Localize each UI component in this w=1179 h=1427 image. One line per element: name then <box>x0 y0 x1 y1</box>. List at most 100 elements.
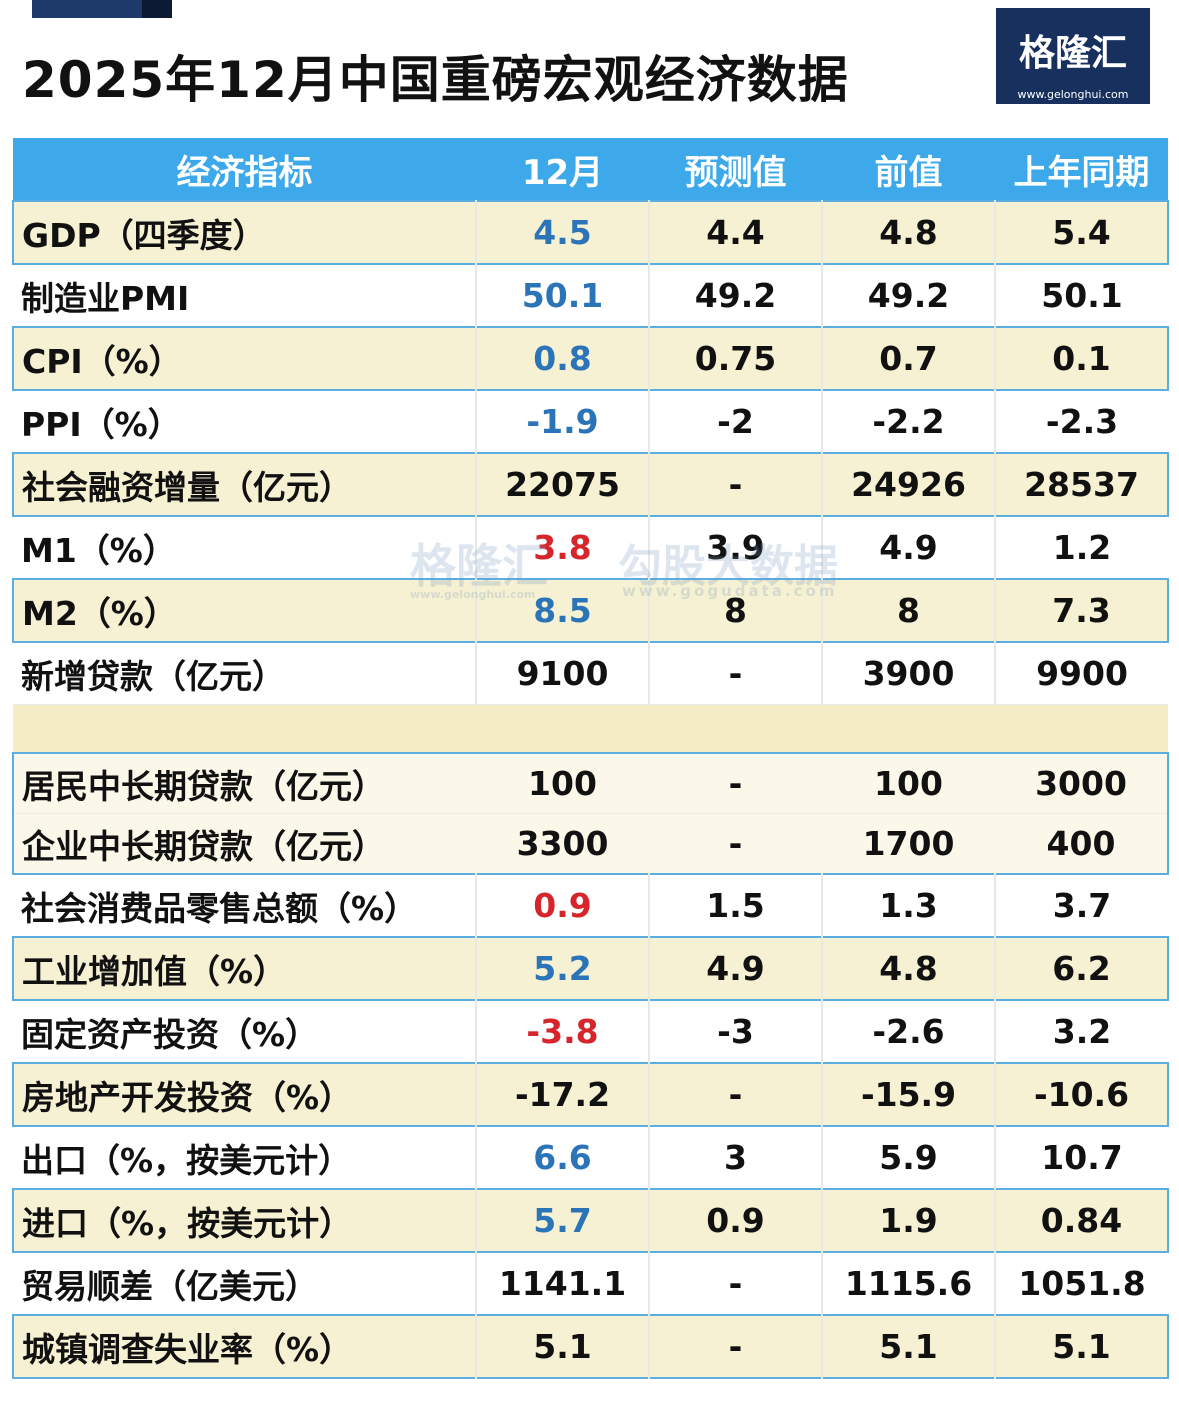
value-cell: 50.1 <box>994 264 1168 327</box>
top-bar <box>32 0 172 18</box>
value-cell: 6.6 <box>475 1126 649 1189</box>
value-cell: 1.2 <box>994 516 1168 579</box>
indicator-label: 进口（%，按美元计） <box>22 1203 353 1243</box>
value-cell: 24926 <box>821 453 995 516</box>
value-cell: 8 <box>648 579 822 642</box>
value-cell: 9900 <box>994 642 1168 705</box>
value-cell: -17.2 <box>475 1063 649 1126</box>
table-row: PPI（%） -1.9 -2 -2.2 -2.3 <box>13 390 1168 453</box>
value-cell: -2.6 <box>821 1000 995 1063</box>
value-cell: 3000 <box>1035 764 1127 803</box>
spacer-row <box>13 704 1168 753</box>
table-row: 房地产开发投资（%） -17.2- -15.9 -10.6 <box>13 1063 1168 1126</box>
value-cell: 0.7 <box>821 327 995 390</box>
indicator-label: 工业增加值（%） <box>22 951 287 991</box>
value-cell: 49.2 <box>821 264 995 327</box>
value-cell: 10.7 <box>994 1126 1168 1189</box>
table-row: 城镇调查失业率（%） 5.1-5.1 5.1 <box>13 1315 1168 1378</box>
indicator-label: 居民中长期贷款（亿元） <box>22 766 385 806</box>
table-row: 出口（%，按美元计） 6.6 3 5.9 10.7 <box>13 1126 1168 1189</box>
header-row: 经济指标 12月 预测值 前值 上年同期 <box>13 138 1168 201</box>
indicator-label: 固定资产投资（%） <box>21 1014 319 1054</box>
table-row: 工业增加值（%） 5.2 4.9 4.8 6.2 <box>13 937 1168 1000</box>
value-cell: 28537 <box>994 453 1168 516</box>
value-cell: 1700 <box>862 824 955 863</box>
value-cell: -10.6 <box>994 1063 1168 1126</box>
indicator-label: M1（%） <box>21 530 176 570</box>
table-row: 社会消费品零售总额（%） 0.9 1.5 1.3 3.7 <box>13 874 1168 937</box>
value-cell: - <box>728 824 743 863</box>
value-cell: 5.9 <box>821 1126 995 1189</box>
value-cell: 1115.6 <box>821 1252 995 1315</box>
data-table: 经济指标 12月 预测值 前值 上年同期 GDP（四季度） 4.5 4.4 4.8 5.4 制造业… <box>12 138 1169 1379</box>
indicator-label: 社会融资增量（亿元） <box>22 467 352 507</box>
value-cell: -3.8 <box>475 1000 649 1063</box>
value-cell: 4.8 <box>821 937 995 1000</box>
value-cell: 3.2 <box>994 1000 1168 1063</box>
value-cell: 5.2 <box>475 937 649 1000</box>
value-cell: 3.9 <box>648 516 822 579</box>
table-row: 居民中长期贷款（亿元） 100 - 100 3000 <box>13 753 1168 814</box>
indicator-label: CPI（%） <box>22 341 182 381</box>
value-cell: 3300 <box>516 824 609 863</box>
table-row: 固定资产投资（%） -3.8 -3 -2.6 3.2 <box>13 1000 1168 1063</box>
value-cell: -15.9 <box>821 1063 995 1126</box>
table-row: 制造业PMI 50.1 49.2 49.2 50.1 <box>13 264 1168 327</box>
spacer-cell <box>13 704 1168 753</box>
value-cell: 5.7 <box>475 1189 649 1252</box>
indicator-label: 新增贷款（亿元） <box>21 656 285 696</box>
value-cell: -3 <box>648 1000 822 1063</box>
table-row: 新增贷款（亿元） 9100-3900 9900 <box>13 642 1168 705</box>
value-cell: - <box>648 453 822 516</box>
indicator-label: 城镇调查失业率（%） <box>22 1329 353 1369</box>
top-bar-accent <box>142 0 172 18</box>
value-cell: - <box>648 1315 822 1378</box>
logo-text: 格隆汇 <box>1018 33 1127 74</box>
value-cell: 1141.1 <box>475 1252 649 1315</box>
table-body: GDP（四季度） 4.5 4.4 4.8 5.4 制造业PMI 50.1 49.2 49.2 50… <box>13 201 1168 1378</box>
value-cell: -2 <box>648 390 822 453</box>
value-cell: 49.2 <box>648 264 822 327</box>
value-cell: - <box>648 1252 822 1315</box>
value-cell: 1.3 <box>821 874 995 937</box>
table-row: 社会融资增量（亿元） 22075-24926 28537 <box>13 453 1168 516</box>
column-header: 上年同期 <box>995 138 1168 201</box>
value-cell: - <box>648 642 822 705</box>
value-cell: 6.2 <box>994 937 1168 1000</box>
value-cell: 3.8 <box>475 516 649 579</box>
value-cell: 1051.8 <box>994 1252 1168 1315</box>
value-cell: 8 <box>821 579 995 642</box>
value-cell: 7.3 <box>994 579 1168 642</box>
value-cell: 1.5 <box>648 874 822 937</box>
value-cell: 4.9 <box>648 937 822 1000</box>
column-header: 前值 <box>822 138 995 201</box>
indicator-label: 社会消费品零售总额（%） <box>21 888 418 928</box>
logo: 格隆汇 www.gelonghui.com <box>996 8 1150 104</box>
indicator-label: GDP（四季度） <box>22 215 266 255</box>
indicator-label: 企业中长期贷款（亿元） <box>22 826 385 866</box>
value-cell: -1.9 <box>475 390 649 453</box>
value-cell: -2.2 <box>821 390 995 453</box>
value-cell: 400 <box>1046 824 1116 863</box>
value-cell: 22075 <box>475 453 649 516</box>
table-row: 企业中长期贷款（亿元） 3300 - 1700 400 <box>13 813 1168 874</box>
value-cell: 0.1 <box>994 327 1168 390</box>
value-cell: 3900 <box>821 642 995 705</box>
value-cell: 5.1 <box>994 1315 1168 1378</box>
value-cell: 4.8 <box>821 201 995 264</box>
table-row: GDP（四季度） 4.5 4.4 4.8 5.4 <box>13 201 1168 264</box>
value-cell: 100 <box>874 764 943 803</box>
value-cell: 0.9 <box>475 874 649 937</box>
value-cell: 9100 <box>475 642 649 705</box>
column-header: 经济指标 <box>13 138 476 201</box>
indicator-label: 制造业PMI <box>21 278 190 318</box>
value-cell: 5.4 <box>994 201 1168 264</box>
indicator-label: PPI（%） <box>21 404 181 444</box>
value-cell: 100 <box>528 764 597 803</box>
indicator-label: 贸易顺差（亿美元） <box>21 1266 318 1306</box>
value-cell: 5.1 <box>821 1315 995 1378</box>
table-row: M1（%） 3.8 3.9 4.9 1.2 <box>13 516 1168 579</box>
value-cell: 1.9 <box>821 1189 995 1252</box>
indicator-label: M2（%） <box>22 593 177 633</box>
